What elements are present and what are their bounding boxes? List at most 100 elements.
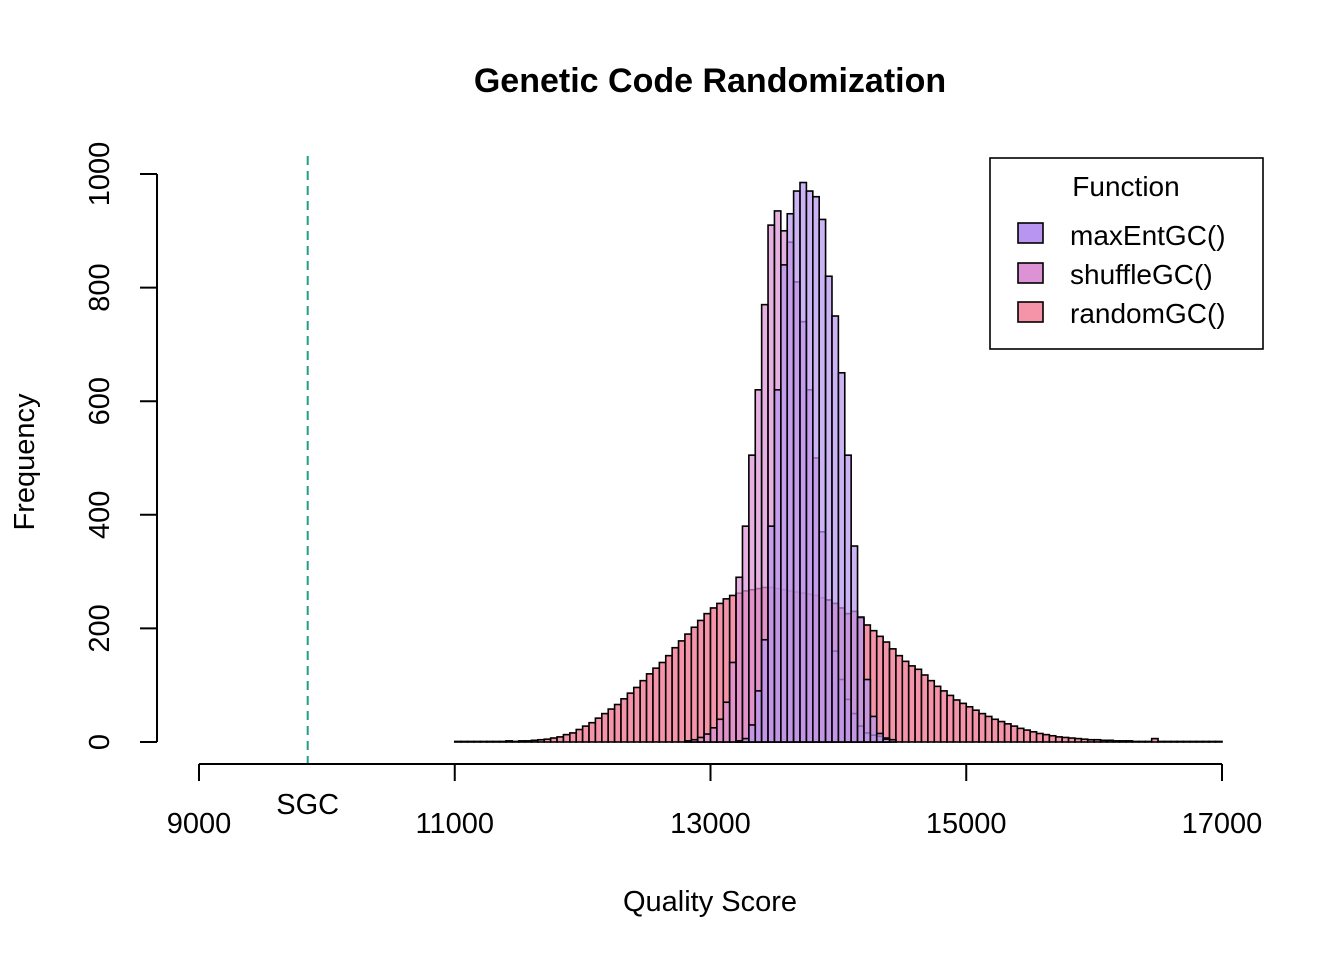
bar-randomgc (664, 654, 673, 743)
bar-shufflegc (716, 718, 725, 743)
bar-randomgc (1016, 727, 1025, 743)
y-tick-label: 400 (84, 491, 116, 539)
bar-randomgc (965, 705, 974, 743)
bar-randomgc (1182, 740, 1191, 743)
legend-swatch-maxentgc (1017, 222, 1044, 244)
bar-randomgc (511, 740, 520, 743)
y-axis-label: Frequency (9, 393, 41, 531)
y-tick-label: 200 (84, 604, 116, 652)
bar-maxentgc (735, 740, 744, 743)
x-axis-label: Quality Score (623, 886, 797, 918)
y-tick-label: 1000 (84, 142, 116, 207)
bar-randomgc (620, 698, 629, 743)
bar-randomgc (1093, 738, 1102, 743)
bar-maxentgc (824, 275, 833, 743)
x-tick-label: 11000 (416, 808, 495, 840)
bar-randomgc (1003, 723, 1012, 743)
bar-maxentgc (837, 371, 846, 743)
bar-randomgc (927, 679, 936, 743)
bar-shufflegc (728, 661, 737, 743)
y-tick-label: 800 (84, 263, 116, 311)
bar-randomgc (492, 740, 501, 743)
bar-maxentgc (792, 190, 801, 743)
bar-randomgc (601, 712, 609, 743)
bar-randomgc (984, 715, 993, 743)
bar-randomgc (1061, 736, 1070, 743)
bar-randomgc (460, 740, 469, 743)
bar-randomgc (901, 660, 910, 743)
legend-swatch-shufflegc (1017, 262, 1044, 284)
bar-randomgc (1195, 740, 1204, 743)
bar-randomgc (1144, 740, 1153, 743)
bar-maxentgc (818, 218, 827, 743)
bar-shufflegc (754, 389, 763, 743)
bar-randomgc (959, 702, 968, 743)
bar-randomgc (1189, 740, 1198, 743)
bar-shufflegc (709, 726, 718, 743)
bar-randomgc (1202, 740, 1211, 743)
bar-shufflegc (741, 525, 750, 743)
bar-randomgc (652, 667, 661, 743)
bar-randomgc (882, 641, 891, 743)
bar-randomgc (575, 728, 584, 743)
bar-randomgc (1208, 740, 1217, 743)
bar-randomgc (946, 694, 955, 743)
y-tick-label: 600 (84, 377, 116, 425)
x-tick-label: 17000 (1182, 808, 1263, 840)
bar-randomgc (1125, 740, 1134, 743)
bar-randomgc (895, 654, 904, 743)
bar-randomgc (1150, 737, 1159, 743)
bar-randomgc (543, 738, 552, 743)
bar-randomgc (671, 646, 680, 743)
bar-maxentgc (875, 732, 884, 743)
bar-maxentgc (773, 389, 782, 743)
bar-maxentgc (748, 724, 757, 743)
chart-title: Genetic Code Randomization (474, 62, 946, 100)
bar-randomgc (1106, 739, 1115, 743)
bar-randomgc (684, 633, 693, 743)
bar-randomgc (978, 712, 987, 743)
bar-randomgc (530, 739, 539, 743)
bar-maxentgc (831, 315, 840, 743)
bar-randomgc (1048, 734, 1057, 743)
bar-shufflegc (748, 454, 757, 743)
bar-randomgc (1099, 739, 1108, 743)
bar-randomgc (524, 740, 533, 743)
bar-randomgc (549, 737, 558, 743)
bar-randomgc (914, 668, 923, 743)
bar-randomgc (473, 740, 482, 743)
bar-randomgc (1054, 736, 1063, 743)
y-tick-label: 0 (84, 734, 116, 750)
bar-shufflegc (722, 701, 731, 743)
legend-label-shufflegc: shuffleGC() (1070, 259, 1213, 290)
bar-randomgc (485, 740, 494, 743)
bar-randomgc (466, 740, 475, 743)
bar-maxentgc (850, 545, 859, 743)
bar-randomgc (1118, 740, 1127, 743)
bar-randomgc (1086, 738, 1095, 743)
bar-randomgc (645, 673, 654, 743)
bar-randomgc (709, 607, 718, 743)
bar-randomgc (971, 709, 980, 743)
x-tick-label: 13000 (670, 808, 751, 840)
bar-randomgc (1112, 740, 1121, 743)
bar-randomgc (639, 679, 648, 743)
bar-randomgc (613, 703, 622, 743)
bar-randomgc (1029, 730, 1038, 743)
bar-randomgc (1067, 737, 1076, 743)
bar-maxentgc (786, 212, 795, 743)
bar-maxentgc (741, 737, 750, 743)
bar-randomgc (875, 635, 884, 743)
bar-randomgc (607, 708, 616, 743)
bar-shufflegc (888, 738, 897, 743)
bar-randomgc (1022, 729, 1031, 743)
bar-maxentgc (869, 715, 878, 743)
bar-randomgc (1010, 725, 1019, 743)
bar-randomgc (594, 717, 603, 743)
x-tick-label: 15000 (926, 808, 1007, 840)
bar-maxentgc (856, 616, 865, 743)
bar-randomgc (920, 674, 929, 743)
bar-randomgc (453, 740, 462, 743)
bar-randomgc (1157, 740, 1166, 743)
bars-layer (453, 181, 1223, 743)
